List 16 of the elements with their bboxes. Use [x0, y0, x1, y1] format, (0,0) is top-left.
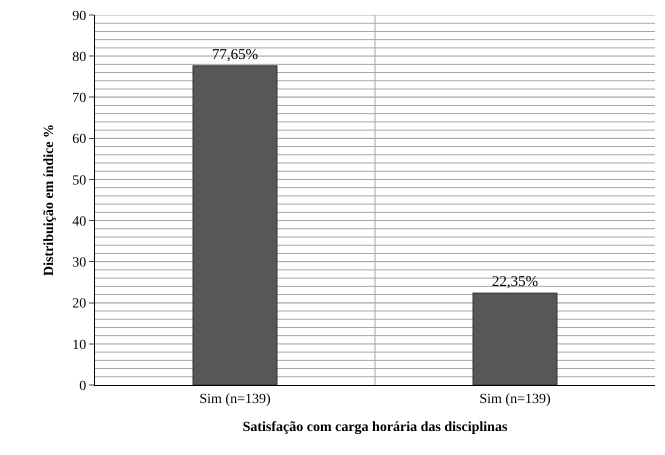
- y-tick-label: 10: [72, 338, 86, 353]
- data-label: 22,35%: [492, 274, 538, 290]
- y-tick-label: 40: [72, 214, 86, 230]
- y-tick-label: 60: [72, 132, 86, 148]
- y-tick-label: 0: [79, 378, 86, 394]
- data-label: 77,65%: [212, 46, 258, 63]
- y-tick-label: 70: [72, 91, 86, 106]
- y-axis-title: Distribuição em índice %: [42, 124, 57, 276]
- x-axis-title: Satisfação com carga horária das disciplinas: [242, 420, 508, 436]
- x-tick-label: Sim (n=139): [479, 392, 551, 407]
- y-tick-label: 80: [72, 50, 86, 66]
- x-tick-label: Sim (n=139): [199, 392, 271, 407]
- y-tick-label: 30: [72, 256, 86, 271]
- y-tick-label: 90: [72, 8, 86, 24]
- y-tick-label: 20: [72, 296, 86, 312]
- y-tick-label: 50: [72, 173, 86, 188]
